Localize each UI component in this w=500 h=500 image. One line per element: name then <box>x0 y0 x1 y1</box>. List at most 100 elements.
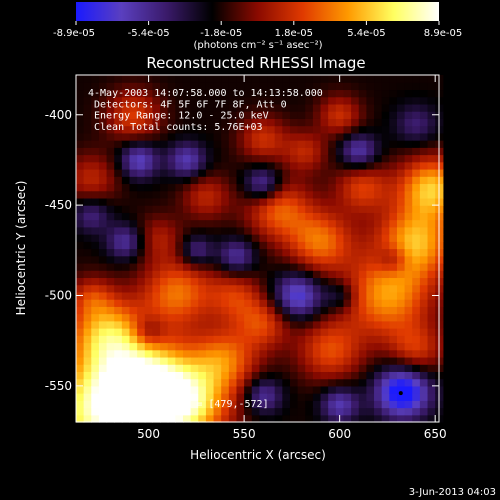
heatmap-cell <box>91 147 100 156</box>
heatmap-cell <box>244 226 253 235</box>
heatmap-cell <box>312 118 322 127</box>
heatmap-cell <box>198 328 207 336</box>
heatmap-cell <box>381 212 390 221</box>
heatmap-cell <box>213 356 222 365</box>
heatmap-cell <box>335 385 345 394</box>
heatmap-cell <box>381 262 390 271</box>
heatmap-cell <box>106 342 115 351</box>
heatmap-cell <box>366 299 375 307</box>
heatmap-cell <box>98 371 108 380</box>
heatmap-cell <box>160 132 169 141</box>
heatmap-cell <box>312 299 322 307</box>
heatmap-cell <box>320 320 329 329</box>
heatmap-cell <box>320 125 329 134</box>
heatmap-cell <box>106 414 115 423</box>
heatmap-cell <box>335 132 345 141</box>
heatmap-cell <box>404 96 413 105</box>
heatmap-cell <box>343 176 352 185</box>
heatmap-cell <box>144 161 154 170</box>
heatmap-cell <box>366 132 375 141</box>
heatmap-cell <box>358 226 367 235</box>
heatmap-cell <box>259 125 268 134</box>
heatmap-cell <box>320 212 329 221</box>
heatmap-cell <box>412 342 421 351</box>
heatmap-cell <box>91 291 100 300</box>
heatmap-cell <box>267 154 276 163</box>
heatmap-cell <box>76 183 85 192</box>
heatmap-cell <box>312 234 322 242</box>
heatmap-cell <box>412 320 421 329</box>
heatmap-cell <box>244 248 253 257</box>
heatmap-cell <box>160 364 169 372</box>
heatmap-cell <box>236 154 245 163</box>
heatmap-cell <box>83 385 92 394</box>
heatmap-cell <box>129 255 138 264</box>
heatmap-cell <box>312 407 322 416</box>
heatmap-cell <box>213 371 222 380</box>
heatmap-cell <box>228 89 238 98</box>
heatmap-cell <box>351 161 360 170</box>
heatmap-cell <box>396 349 406 358</box>
heatmap-cell <box>106 241 115 250</box>
heatmap-cell <box>76 197 85 206</box>
heatmap-cell <box>335 299 345 307</box>
heatmap-cell <box>427 335 436 344</box>
marker-point <box>398 391 403 396</box>
heatmap-cell <box>182 154 192 163</box>
heatmap-cell <box>305 313 314 322</box>
heatmap-cell <box>335 118 345 127</box>
info-line: Detectors: 4F 5F 6F 7F 8F, Att 0 <box>94 99 287 110</box>
heatmap-cell <box>305 96 314 105</box>
heatmap-cell <box>282 407 291 416</box>
heatmap-cell <box>412 197 421 206</box>
heatmap-cell <box>312 205 322 213</box>
heatmap-cell <box>213 299 222 307</box>
heatmap-cell <box>351 385 360 394</box>
heatmap-cell <box>312 356 322 365</box>
heatmap-cell <box>259 393 268 401</box>
heatmap-cell <box>167 103 176 112</box>
heatmap-cell <box>274 299 283 307</box>
heatmap-cell <box>335 168 345 177</box>
y-tick-label: -400 <box>45 108 72 122</box>
heatmap-cell <box>274 118 283 127</box>
heatmap-cell <box>213 291 222 300</box>
heatmap-cell <box>396 407 406 416</box>
heatmap-cell <box>236 255 245 264</box>
heatmap-cell <box>129 190 138 199</box>
heatmap-cell <box>419 89 429 98</box>
footer-timestamp: 3-Jun-2013 04:03 <box>409 487 496 498</box>
heatmap-cell <box>98 400 108 409</box>
heatmap-cell <box>160 407 169 416</box>
heatmap-cell <box>198 356 207 365</box>
heatmap-cell <box>236 234 245 242</box>
heatmap-cell <box>328 320 337 329</box>
heatmap-cell <box>167 241 176 250</box>
heatmap-cell <box>236 212 245 221</box>
heatmap-cell <box>305 400 314 409</box>
heatmap-cell <box>198 89 207 98</box>
heatmap-cell <box>289 277 299 286</box>
heatmap-cell <box>419 414 429 423</box>
heatmap-cell <box>160 75 169 83</box>
heatmap-cell <box>137 356 146 365</box>
heatmap-cell <box>396 248 406 257</box>
heatmap-cell <box>152 284 161 293</box>
heatmap-cell <box>213 393 222 401</box>
colorbar-ticks: -8.9e-05 -5.4e-05 -1.8e-05 1.8e-05 5.4e-05 8.… <box>53 21 462 39</box>
heatmap-cell <box>182 205 192 213</box>
heatmap-cell <box>251 320 261 329</box>
heatmap-cell <box>167 306 176 315</box>
heatmap-cell <box>152 262 161 271</box>
heatmap-cell <box>114 82 123 91</box>
heatmap-cell <box>297 378 306 387</box>
heatmap-cell <box>175 154 184 163</box>
heatmap-cell <box>121 407 131 416</box>
heatmap-cell <box>137 342 146 351</box>
heatmap-cell <box>137 262 146 271</box>
heatmap-cell <box>175 284 184 293</box>
heatmap-cell <box>412 168 421 177</box>
heatmap-cell <box>374 255 383 264</box>
heatmap-cell <box>244 111 253 119</box>
heatmap-cell <box>366 234 375 242</box>
